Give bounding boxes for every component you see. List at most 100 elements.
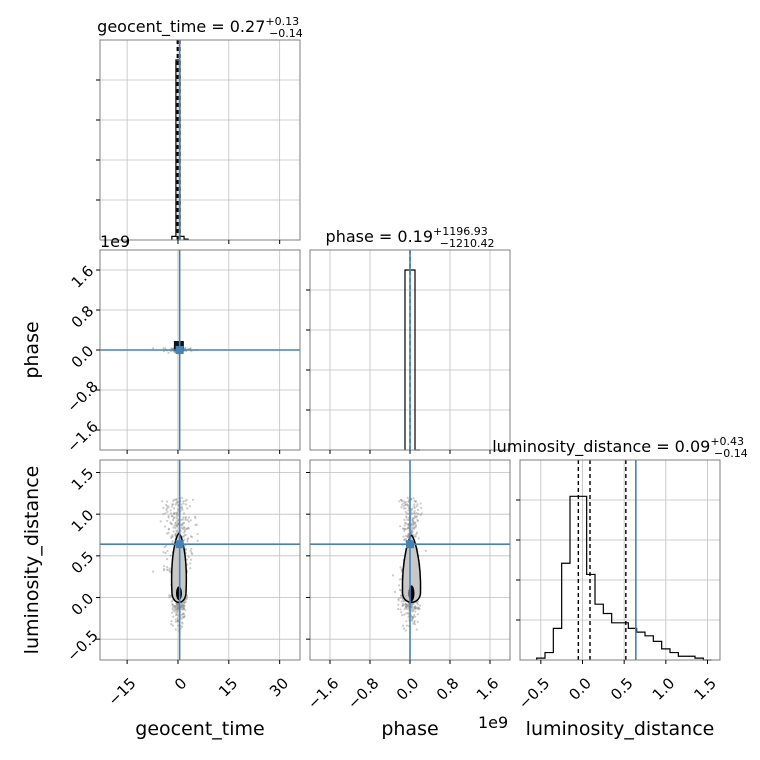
sample-point — [400, 594, 403, 597]
sample-point — [169, 512, 173, 515]
sample-point — [399, 596, 402, 599]
truth-marker — [175, 346, 184, 354]
sample-point — [184, 600, 187, 603]
sample-point — [172, 609, 175, 612]
sample-point — [175, 529, 178, 532]
sample-point — [416, 613, 419, 616]
sample-point — [182, 604, 185, 607]
sample-point — [402, 504, 405, 508]
sample-point — [410, 618, 414, 621]
sample-point — [404, 534, 408, 537]
sample-point — [174, 605, 177, 609]
sample-point — [411, 527, 414, 530]
sample-point — [163, 546, 166, 549]
sample-point — [177, 606, 180, 609]
sample-point — [175, 613, 178, 617]
sample-point — [186, 507, 189, 510]
sample-point — [416, 519, 420, 523]
sample-point — [174, 618, 177, 621]
sample-point — [401, 527, 405, 530]
sample-point — [169, 554, 172, 557]
sample-point — [189, 519, 192, 522]
sample-point — [161, 500, 164, 503]
sample-point — [180, 603, 183, 606]
sample-point — [404, 522, 407, 525]
sample-point — [410, 532, 413, 535]
panel-hist-phase: phase = 0.19+1196.93 −1210.42 — [306, 225, 511, 454]
panel-scatter-geocent_time-luminosity_distance: −15 0 15 30 −0.5 0.0 0.5 1.0 1.5 — [63, 459, 301, 709]
sample-point — [189, 567, 192, 570]
sample-point — [402, 603, 405, 607]
density-contour — [401, 534, 422, 604]
sample-point — [185, 558, 188, 561]
sample-point — [410, 513, 413, 516]
tick-label-y: 0.0 — [68, 589, 98, 619]
sample-point — [405, 515, 408, 518]
sample-point — [412, 521, 415, 524]
sample-point — [173, 606, 177, 610]
sample-point — [406, 605, 410, 608]
sample-point — [399, 498, 403, 501]
sample-point — [186, 526, 190, 529]
sample-point — [410, 522, 413, 525]
sample-point — [413, 506, 416, 510]
sample-point — [180, 605, 183, 608]
sample-point — [414, 610, 417, 613]
sample-point — [174, 526, 177, 529]
sample-point — [410, 532, 413, 536]
sample-point — [182, 607, 185, 610]
sample-point — [177, 503, 180, 507]
sample-point — [185, 548, 188, 551]
sample-point — [166, 519, 169, 523]
sample-point — [401, 613, 404, 617]
sample-point — [406, 523, 409, 526]
sample-point — [172, 512, 175, 515]
sample-point — [162, 512, 165, 516]
sample-point — [174, 522, 177, 525]
sample-point — [165, 568, 169, 571]
tick-label-x: −15 — [105, 674, 140, 709]
tick-label-x: 0.0 — [565, 674, 595, 704]
sample-point — [416, 503, 419, 506]
panel-background — [520, 460, 720, 660]
tick-label-x: 1.0 — [649, 674, 679, 704]
sample-point — [151, 570, 155, 573]
sample-point — [172, 517, 175, 520]
sample-point — [406, 536, 410, 539]
sample-point — [417, 606, 420, 609]
sample-point — [412, 524, 415, 527]
tick-label-x: 0.0 — [393, 674, 423, 704]
sample-point — [182, 502, 185, 505]
sample-point — [400, 611, 403, 614]
sample-point — [196, 539, 199, 542]
sample-point — [413, 516, 416, 519]
sample-point — [183, 538, 186, 541]
sample-point — [171, 515, 174, 518]
sample-point — [412, 517, 415, 520]
sample-point — [185, 527, 188, 531]
sample-point — [412, 606, 415, 609]
sample-point — [174, 608, 177, 611]
sample-point — [414, 500, 417, 503]
sample-point — [170, 623, 173, 626]
sample-point — [415, 511, 418, 515]
sample-point — [162, 347, 165, 350]
sample-point — [405, 512, 408, 515]
sample-point — [170, 620, 173, 623]
sample-point — [411, 517, 414, 520]
title-plus: +0.43 — [710, 435, 744, 448]
sample-point — [400, 568, 403, 571]
sample-point — [181, 507, 184, 510]
sample-point — [176, 525, 179, 528]
sample-point — [411, 530, 414, 533]
sample-point — [176, 501, 179, 504]
title-minus: −0.14 — [714, 447, 748, 460]
y-axis-label: phase — [21, 321, 43, 378]
sample-point — [404, 507, 407, 510]
sample-point — [175, 502, 178, 505]
panel-border — [99, 39, 301, 241]
sample-point — [183, 601, 186, 604]
sample-point — [401, 624, 405, 627]
sample-point — [406, 526, 410, 529]
